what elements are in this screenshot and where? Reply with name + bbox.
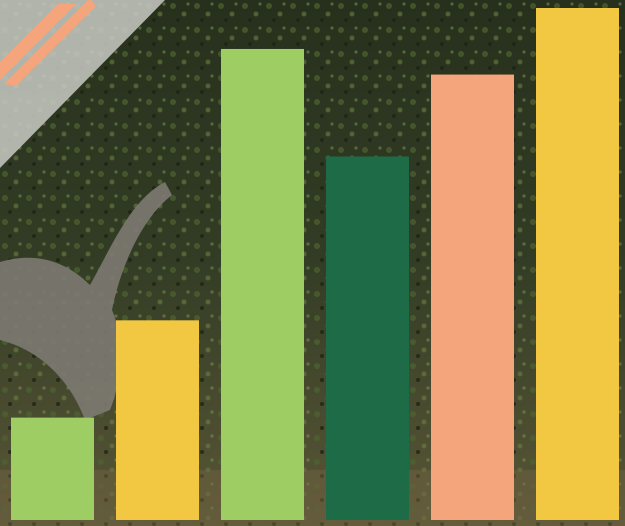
bar [116,320,199,520]
bar [11,417,94,520]
bar [536,8,619,520]
bar [431,74,514,520]
bar [221,48,304,521]
bar [326,156,409,521]
corner-logo [0,0,165,168]
